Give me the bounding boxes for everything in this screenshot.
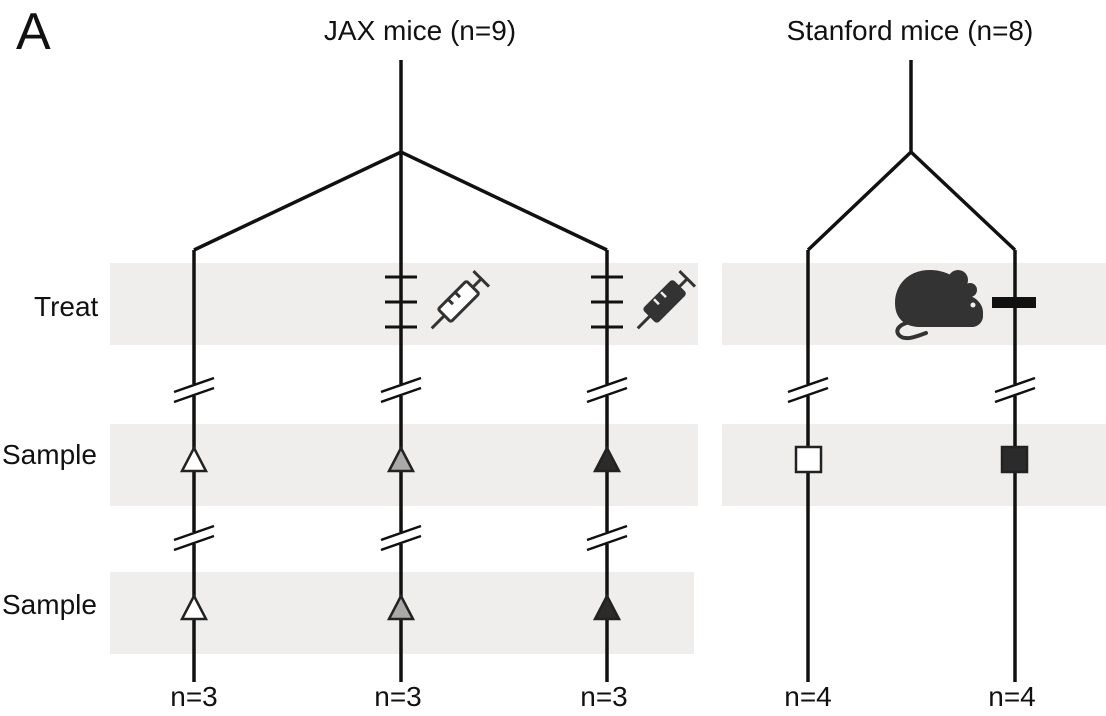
stanford-count-2: n=4 — [988, 681, 1036, 712]
jax-count-1: n=3 — [170, 681, 218, 712]
open-triangle-marker — [179, 593, 209, 621]
stanford-group-title: Stanford mice (n=8) — [786, 15, 1034, 46]
break-mark — [380, 376, 422, 404]
break-mark — [380, 524, 422, 552]
row-label-sample-2: Sample — [2, 589, 97, 620]
sample-markers — [179, 445, 1029, 621]
mouse-icon — [895, 270, 983, 341]
syringe-outline-icon — [430, 269, 491, 330]
time-breaks — [173, 376, 1036, 552]
break-mark — [586, 376, 628, 404]
black-triangle-marker — [592, 593, 622, 621]
stanford-treat-bar — [992, 297, 1036, 308]
open-square-marker — [794, 445, 823, 474]
black-square-marker — [1000, 445, 1029, 474]
jax-count-3: n=3 — [580, 681, 628, 712]
grey-triangle-marker — [386, 445, 416, 473]
break-mark — [994, 376, 1036, 404]
row-label-sample-1: Sample — [2, 439, 97, 470]
row-label-treat: Treat — [34, 291, 99, 322]
break-mark — [586, 524, 628, 552]
sample-band-1-stanford — [722, 424, 1106, 506]
break-mark — [173, 376, 215, 404]
treatment-ticks — [385, 275, 623, 329]
break-mark — [173, 524, 215, 552]
open-triangle-marker — [179, 445, 209, 473]
stanford-count-1: n=4 — [784, 681, 832, 712]
jax-group-title: JAX mice (n=9) — [323, 15, 517, 46]
stanford-branches — [806, 149, 1017, 252]
syringe-filled-icon — [636, 269, 697, 330]
grey-triangle-marker — [386, 593, 416, 621]
black-triangle-marker — [592, 445, 622, 473]
panel-letter: A — [16, 3, 51, 61]
jax-count-2: n=3 — [374, 681, 422, 712]
break-mark — [787, 376, 829, 404]
